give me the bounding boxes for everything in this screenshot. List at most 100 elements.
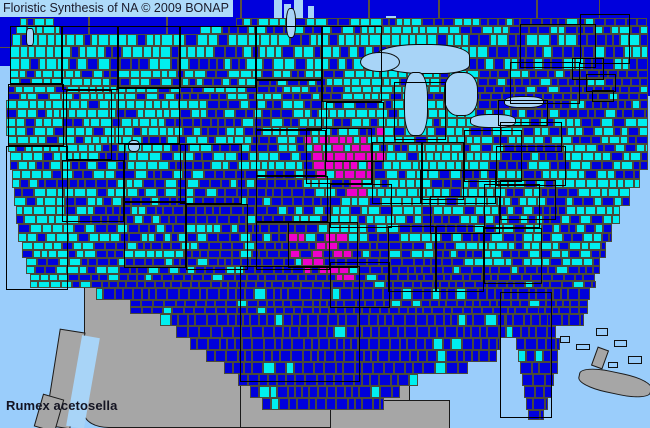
county-cell [542,258,550,266]
county-cell [306,224,318,233]
county-cell [463,127,470,136]
county-cell [213,224,221,233]
county-cell [414,206,422,215]
county-cell [69,258,81,266]
county-cell [496,242,508,250]
county-cell [236,288,245,300]
county-cell [72,281,80,288]
county-cell [457,326,464,338]
county-cell [408,307,416,314]
county-cell [631,26,640,34]
county-cell [291,350,303,362]
county-cell [171,281,181,288]
county-cell [374,161,383,170]
county-cell [524,314,531,326]
county-cell [220,144,230,152]
county-cell [342,26,354,34]
county-cell [22,188,34,197]
county-cell [493,258,505,266]
county-cell [430,197,438,206]
county-cell [493,26,502,34]
county-cell [158,93,165,100]
county-cell [584,26,594,34]
county-cell [329,109,337,118]
county-cell [107,161,117,170]
county-cell [160,314,171,326]
county-cell [62,46,71,58]
county-cell [12,179,20,188]
county-cell [300,288,311,300]
county-cell [146,34,154,46]
county-cell [386,118,398,127]
county-cell [530,78,540,86]
county-cell [317,374,325,386]
county-cell [244,127,254,136]
county-cell [126,100,135,109]
county-cell [252,338,264,350]
county-cell [263,58,273,70]
county-cell [421,233,431,242]
county-cell [402,197,412,206]
county-cell [312,338,319,350]
county-cell [137,109,144,118]
county-cell [597,144,604,152]
county-cell [351,78,360,86]
county-cell [539,362,551,374]
county-cell [300,314,308,326]
county-cell [563,58,575,70]
county-cell [389,18,396,26]
county-cell [346,188,358,197]
county-cell [555,197,566,206]
county-cell [515,242,523,250]
county-cell [611,152,623,161]
county-cell [385,314,393,326]
county-cell [526,46,535,58]
county-cell [171,242,181,250]
county-cell [203,197,215,206]
county-cell [594,86,603,93]
county-cell [501,215,508,224]
county-cell [6,118,16,127]
county-cell [197,136,208,144]
county-cell [367,127,376,136]
county-cell [511,300,520,307]
county-cell [238,26,248,34]
county-cell [355,100,366,109]
county-cell [591,136,601,144]
county-cell [267,179,275,188]
county-cell [619,26,631,34]
county-cell [336,398,348,410]
county-cell [283,118,291,127]
county-cell [512,127,523,136]
county-cell [531,274,542,281]
county-cell [609,233,612,242]
county-cell [464,326,471,338]
county-cell [262,266,274,274]
county-cell [245,350,252,362]
county-cell [464,281,475,288]
county-cell [451,314,458,326]
county-cell [546,152,557,161]
county-cell [376,224,387,233]
county-cell [415,179,422,188]
county-cell [76,250,84,258]
county-cell [235,266,244,274]
county-cell [292,188,304,197]
county-cell [153,300,164,307]
county-cell [584,58,592,70]
county-cell [472,18,480,26]
county-cell [321,215,329,224]
county-cell [184,70,194,78]
county-cell [298,274,306,281]
county-cell [386,170,398,179]
county-cell [12,34,21,46]
county-cell [129,233,141,242]
county-cell [61,93,73,100]
county-cell [98,58,110,70]
county-cell [130,70,140,78]
county-cell [104,127,115,136]
county-cell [493,136,500,144]
county-cell [580,250,591,258]
county-cell [414,258,424,266]
county-cell [419,26,426,34]
